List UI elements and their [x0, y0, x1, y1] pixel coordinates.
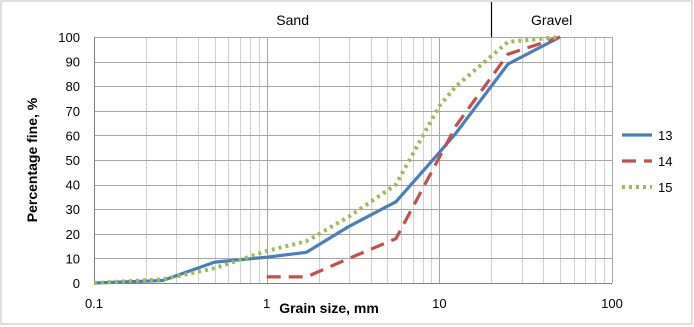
y-tick-label: 90 — [66, 55, 80, 70]
y-tick-label: 40 — [66, 178, 80, 193]
legend: 13 14 15 — [622, 128, 672, 195]
y-tick-label: 60 — [66, 128, 80, 143]
soil-zones: Sand Gravel — [276, 2, 572, 37]
y-tick-label: 30 — [66, 202, 80, 217]
y-tick-label: 70 — [66, 104, 80, 119]
x-tick-label: 0.1 — [85, 296, 103, 311]
legend-label-14: 14 — [658, 154, 672, 169]
y-axis-title: Percentage fine, % — [24, 97, 40, 222]
series-line-13 — [93, 35, 561, 285]
x-axis-title: Grain size, mm — [279, 300, 379, 316]
series-line-15 — [93, 35, 561, 285]
legend-label-15: 15 — [658, 180, 672, 195]
axis-ticks: 0 10 20 30 40 50 60 70 80 90 100 0.1 1 10 100 — [58, 30, 623, 311]
y-tick-label: 100 — [58, 30, 80, 45]
x-tick-label: 100 — [601, 296, 623, 311]
grid — [94, 37, 613, 284]
y-tick-label: 50 — [66, 153, 80, 168]
series-line-14 — [266, 35, 561, 279]
series-lines — [93, 35, 561, 285]
y-tick-label: 80 — [66, 79, 80, 94]
y-tick-label: 20 — [66, 227, 80, 242]
y-tick-label: 10 — [66, 251, 80, 266]
zone-label-sand: Sand — [276, 12, 309, 28]
x-tick-label: 1 — [263, 296, 270, 311]
x-tick-label: 10 — [432, 296, 446, 311]
zone-label-gravel: Gravel — [531, 12, 572, 28]
y-tick-label: 0 — [73, 276, 80, 291]
legend-label-13: 13 — [658, 128, 672, 143]
